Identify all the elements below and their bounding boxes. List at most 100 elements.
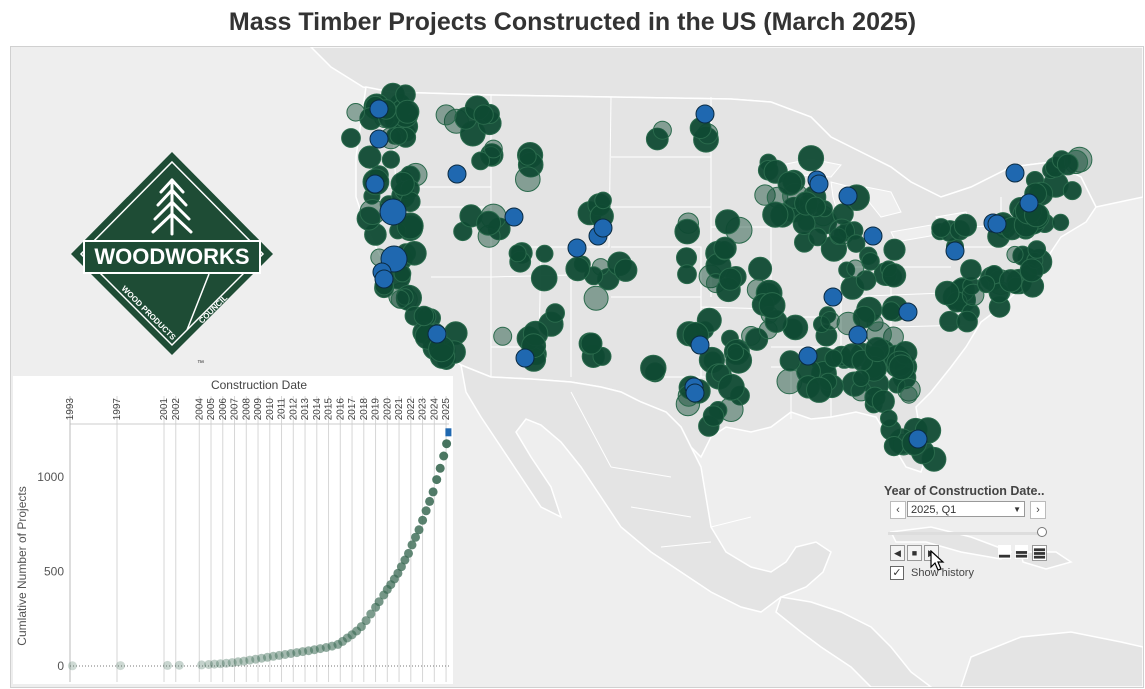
project-marker[interactable] xyxy=(677,264,697,285)
project-marker[interactable] xyxy=(702,405,725,427)
project-markers[interactable] xyxy=(341,82,1093,472)
new-project-marker[interactable] xyxy=(898,302,918,322)
project-marker[interactable] xyxy=(779,350,801,372)
stop-icon[interactable]: ■ xyxy=(907,545,922,561)
project-marker[interactable] xyxy=(852,369,870,387)
project-marker[interactable] xyxy=(718,267,742,291)
project-marker[interactable] xyxy=(1027,240,1047,259)
project-marker[interactable] xyxy=(715,209,741,235)
project-marker[interactable] xyxy=(900,386,918,404)
chevron-right-icon[interactable]: › xyxy=(1030,501,1046,519)
new-project-marker[interactable] xyxy=(848,325,868,345)
project-marker[interactable] xyxy=(493,326,513,346)
new-project-marker[interactable] xyxy=(1019,193,1039,213)
new-project-marker[interactable] xyxy=(1005,163,1025,183)
project-marker[interactable] xyxy=(518,147,537,166)
speed-slow-icon[interactable] xyxy=(998,545,1011,559)
chevron-left-icon[interactable]: ‹ xyxy=(890,501,906,519)
new-project-marker[interactable] xyxy=(379,198,407,226)
project-marker[interactable] xyxy=(726,343,745,361)
project-marker[interactable] xyxy=(390,289,410,309)
new-project-marker[interactable] xyxy=(685,383,705,403)
new-project-marker[interactable] xyxy=(863,226,883,246)
project-marker[interactable] xyxy=(960,259,982,281)
project-marker[interactable] xyxy=(717,373,745,401)
new-project-marker[interactable] xyxy=(374,269,394,289)
project-marker[interactable] xyxy=(762,201,789,228)
project-marker[interactable] xyxy=(358,145,382,169)
step-back-icon[interactable]: ◀ xyxy=(890,545,905,561)
project-marker[interactable] xyxy=(645,127,669,151)
new-project-marker[interactable] xyxy=(504,207,524,227)
project-marker[interactable] xyxy=(808,227,827,247)
project-marker[interactable] xyxy=(931,218,951,238)
show-history-checkbox[interactable]: ✓ xyxy=(890,566,904,580)
project-marker[interactable] xyxy=(473,104,494,125)
slider-thumb[interactable] xyxy=(1037,527,1047,537)
project-marker[interactable] xyxy=(545,303,566,323)
period-dropdown[interactable]: 2025, Q1 ▼ xyxy=(907,501,1025,517)
new-project-marker[interactable] xyxy=(823,287,843,307)
project-marker[interactable] xyxy=(880,409,898,428)
project-marker[interactable] xyxy=(820,311,840,331)
project-marker[interactable] xyxy=(515,166,541,192)
new-project-marker[interactable] xyxy=(567,238,587,258)
speed-fast-icon[interactable] xyxy=(1032,545,1047,561)
project-marker[interactable] xyxy=(797,145,825,172)
project-marker[interactable] xyxy=(530,264,558,292)
new-project-marker[interactable] xyxy=(838,186,858,206)
project-marker[interactable] xyxy=(934,280,960,306)
new-project-marker[interactable] xyxy=(798,346,818,366)
project-marker[interactable] xyxy=(1019,258,1044,283)
new-project-marker[interactable] xyxy=(809,174,829,194)
new-project-marker[interactable] xyxy=(369,129,389,149)
project-marker[interactable] xyxy=(471,151,491,171)
project-marker[interactable] xyxy=(713,236,737,260)
new-project-marker[interactable] xyxy=(365,174,385,194)
project-marker[interactable] xyxy=(1006,245,1024,264)
project-marker[interactable] xyxy=(535,244,554,263)
project-marker[interactable] xyxy=(846,259,865,278)
project-marker[interactable] xyxy=(395,99,420,124)
project-marker[interactable] xyxy=(580,332,603,355)
project-marker[interactable] xyxy=(674,218,701,245)
project-marker[interactable] xyxy=(824,349,843,368)
new-project-marker[interactable] xyxy=(515,348,535,368)
project-marker[interactable] xyxy=(346,103,366,122)
project-marker[interactable] xyxy=(806,376,833,403)
project-marker[interactable] xyxy=(871,389,895,413)
project-marker[interactable] xyxy=(341,128,361,148)
project-marker[interactable] xyxy=(614,258,638,282)
project-marker[interactable] xyxy=(652,120,672,140)
new-project-marker[interactable] xyxy=(427,324,447,344)
new-project-marker[interactable] xyxy=(447,164,467,184)
new-project-marker[interactable] xyxy=(593,218,613,238)
new-project-marker[interactable] xyxy=(369,99,389,119)
project-marker[interactable] xyxy=(977,275,996,294)
project-marker[interactable] xyxy=(565,256,591,282)
project-marker[interactable] xyxy=(508,244,527,263)
project-marker[interactable] xyxy=(999,269,1023,293)
project-marker[interactable] xyxy=(1052,213,1070,231)
project-marker[interactable] xyxy=(953,213,978,237)
project-marker[interactable] xyxy=(583,285,609,311)
project-marker[interactable] xyxy=(881,301,901,321)
new-project-marker[interactable] xyxy=(987,214,1007,234)
project-marker[interactable] xyxy=(855,270,877,291)
project-marker[interactable] xyxy=(852,305,876,329)
speed-medium-icon[interactable] xyxy=(1015,545,1028,559)
project-marker[interactable] xyxy=(748,256,773,281)
project-marker[interactable] xyxy=(897,378,921,402)
project-marker[interactable] xyxy=(389,126,408,146)
new-project-marker[interactable] xyxy=(695,104,715,124)
project-marker[interactable] xyxy=(864,336,890,363)
project-marker[interactable] xyxy=(758,292,786,319)
project-marker[interactable] xyxy=(861,252,880,271)
new-project-marker[interactable] xyxy=(908,429,928,449)
project-marker[interactable] xyxy=(961,283,985,307)
new-project-marker[interactable] xyxy=(945,241,965,261)
project-marker[interactable] xyxy=(745,327,769,351)
project-marker[interactable] xyxy=(883,436,905,457)
project-marker[interactable] xyxy=(1056,153,1079,176)
project-marker[interactable] xyxy=(846,234,866,253)
